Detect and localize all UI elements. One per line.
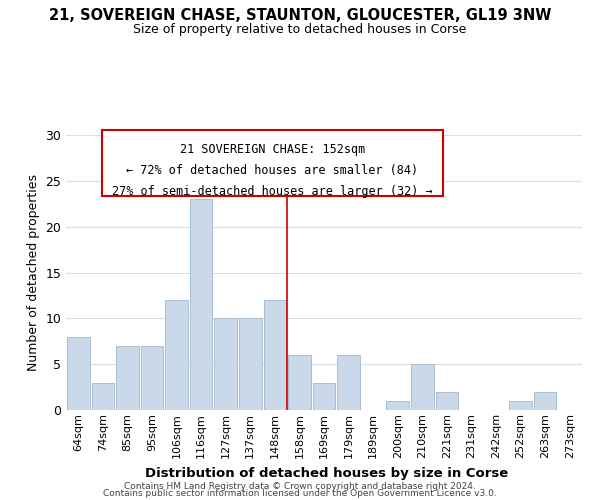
Text: 27% of semi-detached houses are larger (32) →: 27% of semi-detached houses are larger (… xyxy=(112,184,433,198)
Bar xyxy=(263,300,286,410)
Text: Distribution of detached houses by size in Corse: Distribution of detached houses by size … xyxy=(145,467,509,480)
Y-axis label: Number of detached properties: Number of detached properties xyxy=(27,174,40,371)
Bar xyxy=(190,199,212,410)
Bar xyxy=(313,382,335,410)
Bar xyxy=(165,300,188,410)
Bar xyxy=(239,318,262,410)
Bar xyxy=(534,392,556,410)
Bar xyxy=(116,346,139,410)
Bar xyxy=(92,382,114,410)
Text: Size of property relative to detached houses in Corse: Size of property relative to detached ho… xyxy=(133,22,467,36)
Bar xyxy=(509,401,532,410)
Text: Contains HM Land Registry data © Crown copyright and database right 2024.: Contains HM Land Registry data © Crown c… xyxy=(124,482,476,491)
Bar xyxy=(411,364,434,410)
Text: ← 72% of detached houses are smaller (84): ← 72% of detached houses are smaller (84… xyxy=(127,164,418,177)
Bar xyxy=(386,401,409,410)
Bar xyxy=(67,336,89,410)
Bar xyxy=(214,318,237,410)
Bar xyxy=(140,346,163,410)
Bar xyxy=(337,355,360,410)
Text: 21 SOVEREIGN CHASE: 152sqm: 21 SOVEREIGN CHASE: 152sqm xyxy=(180,143,365,156)
Bar xyxy=(288,355,311,410)
Text: 21, SOVEREIGN CHASE, STAUNTON, GLOUCESTER, GL19 3NW: 21, SOVEREIGN CHASE, STAUNTON, GLOUCESTE… xyxy=(49,8,551,22)
Bar xyxy=(436,392,458,410)
Text: Contains public sector information licensed under the Open Government Licence v3: Contains public sector information licen… xyxy=(103,489,497,498)
FancyBboxPatch shape xyxy=(102,130,443,196)
